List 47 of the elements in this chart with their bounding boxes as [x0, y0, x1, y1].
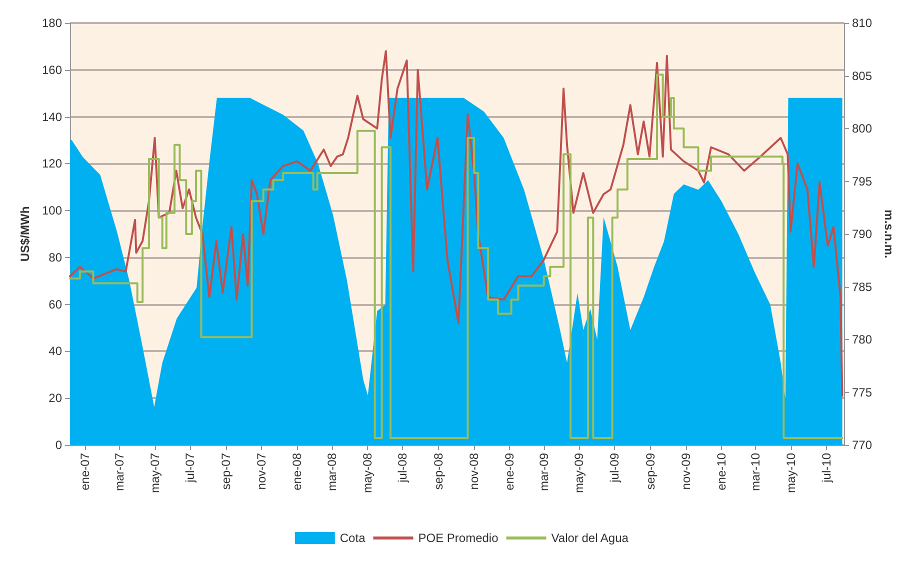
x-tick-label: may-10 [784, 452, 798, 494]
y2-tick-label: 810 [852, 16, 872, 30]
x-tick-label: ene-09 [502, 452, 517, 490]
y-tick-label: 100 [42, 204, 62, 218]
y2-tick-label: 800 [852, 122, 872, 136]
y2-axis-title: m.s.n.m. [882, 210, 896, 258]
x-tick-label: ene-07 [78, 452, 92, 490]
legend-label: POE Promedio [418, 531, 499, 545]
x-tick-label: nov-07 [254, 452, 269, 490]
y-tick-label: 80 [48, 250, 62, 264]
x-tick-label: nov-08 [467, 452, 482, 490]
x-tick-label: may-07 [148, 452, 162, 494]
x-tick-label: jul-08 [396, 452, 410, 484]
x-tick-label: sep-07 [219, 452, 234, 490]
y2-tick-label: 775 [852, 385, 872, 400]
line-series [69, 50, 844, 397]
legend-label: Valor del Agua [551, 531, 629, 545]
y2-tick-label: 785 [852, 280, 872, 294]
y-tick-label: 40 [48, 344, 62, 358]
y-tick-label: 0 [55, 438, 62, 452]
x-tick-label: jul-10 [820, 452, 834, 484]
y-tick-label: 120 [42, 156, 62, 171]
x-tick-label: mar-10 [748, 452, 763, 492]
x-tick-label: may-09 [572, 452, 586, 494]
y-axis-title: US$/MWh [18, 206, 32, 262]
y-tick-label: 160 [42, 62, 62, 77]
x-tick-label: jul-07 [183, 452, 198, 484]
x-tick-label: ene-10 [714, 452, 728, 490]
x-tick-label: mar-09 [536, 452, 551, 492]
y2-tick-label: 795 [852, 174, 872, 188]
y2-tick-label: 805 [852, 68, 872, 83]
y2-tick-label: 770 [852, 438, 872, 452]
y-tick-label: 180 [42, 16, 62, 30]
x-tick-label: sep-08 [432, 452, 446, 490]
legend-label: Cota [340, 531, 366, 545]
x-tick-label: nov-09 [679, 452, 694, 490]
x-tick-label: mar-07 [112, 452, 126, 492]
y-tick-label: 140 [42, 110, 62, 124]
y2-tick-label: 780 [852, 332, 872, 346]
x-tick-label: ene-08 [290, 452, 304, 490]
y-tick-label: 60 [48, 297, 62, 312]
x-tick-label: sep-09 [644, 452, 658, 490]
x-tick-label: mar-08 [324, 452, 339, 492]
y-tick-label: 20 [48, 391, 62, 406]
x-tick-label: may-08 [360, 452, 374, 494]
y2-tick-label: 790 [852, 227, 872, 241]
x-tick-label: jul-09 [608, 452, 622, 484]
